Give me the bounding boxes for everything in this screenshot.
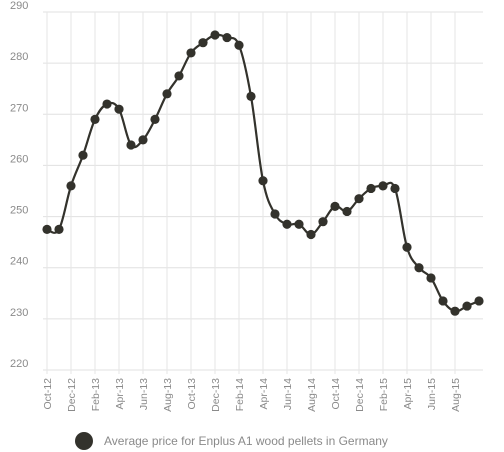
- data-point[interactable]: Apr-13: 271: [114, 104, 124, 114]
- data-point[interactable]: Jun-15: 238: [426, 273, 436, 283]
- y-tick-label: 290: [10, 0, 28, 12]
- data-point[interactable]: Jul-15: 233.5: [438, 296, 448, 306]
- x-axis-tick-labels: Oct-12 Dec-12 Feb-13 Apr-13 Jun-13 Aug-13 Oct-…: [42, 378, 462, 412]
- data-point[interactable]: Feb-15: 256: [378, 181, 388, 191]
- y-tick-label: 240: [10, 256, 28, 268]
- x-tick-label: Aug-13: [162, 378, 174, 412]
- data-point[interactable]: Jul-14: 248.5: [294, 219, 304, 229]
- y-tick-label: 260: [10, 153, 28, 165]
- data-point[interactable]: Oct-13: 282: [186, 48, 196, 58]
- x-tick-label: Oct-14: [330, 378, 342, 410]
- data-points: Oct-12: 247.5Nov-12: 247.5 Dec-12: 256 Jan…: [42, 30, 484, 316]
- legend-marker: [75, 432, 93, 450]
- y-tick-label: 230: [10, 307, 28, 319]
- data-point[interactable]: Nov-14: 251: [342, 206, 352, 217]
- data-point[interactable]: Nov-13: 284: [198, 38, 208, 48]
- x-tick-label: Dec-14: [354, 378, 366, 412]
- legend-series-label: Average price for Enplus A1 wood pellets…: [104, 434, 388, 448]
- y-tick-label: 270: [10, 102, 28, 114]
- y-tick-label: 250: [10, 205, 28, 217]
- data-point[interactable]: Sep-13: 277.5: [174, 71, 184, 81]
- data-point[interactable]: Oct-14: 252: [330, 201, 340, 211]
- x-tick-label: Feb-15: [378, 378, 390, 411]
- x-tick-label: Dec-12: [66, 378, 78, 412]
- data-point[interactable]: Feb-14: 283.5: [234, 40, 244, 50]
- data-point[interactable]: Dec-12: 256: [66, 181, 76, 191]
- data-point[interactable]: Feb-13: 269: [90, 114, 100, 124]
- data-point[interactable]: Jul-13: 269: [150, 114, 160, 124]
- x-tick-label: Apr-14: [258, 378, 270, 410]
- y-tick-label: 220: [10, 358, 28, 370]
- data-point[interactable]: Jun-13: 265: [138, 135, 148, 145]
- data-point[interactable]: Jan-13: 262: [78, 150, 88, 160]
- x-tick-label: Dec-13: [210, 378, 222, 412]
- legend[interactable]: Average price for Enplus A1 wood pellets…: [75, 432, 388, 450]
- x-tick-label: Jun-15: [426, 378, 438, 410]
- data-point[interactable]: Jan-15: 255.5: [366, 183, 376, 194]
- data-point[interactable]: Aug-14: 246.5: [306, 229, 316, 240]
- data-point[interactable]: Dec-13: 285.5: [210, 30, 220, 40]
- grid: [43, 11, 483, 374]
- data-point[interactable]: Mar-14: 273.5: [246, 91, 256, 101]
- y-tick-label: 280: [10, 51, 28, 63]
- data-point[interactable]: Sep-14: 249: [318, 217, 328, 227]
- x-tick-label: Aug-14: [306, 378, 318, 412]
- data-point[interactable]: Mar-13: 272: [102, 99, 112, 109]
- data-point[interactable]: Aug-15: 231.5: [450, 306, 460, 316]
- x-tick-label: Jun-14: [282, 378, 294, 410]
- data-point[interactable]: Jan-14: 285: [222, 32, 232, 43]
- x-tick-label: Feb-13: [90, 378, 102, 411]
- x-tick-label: Aug-15: [450, 378, 462, 412]
- data-point[interactable]: Jun-14: 248.5: [282, 219, 292, 229]
- data-point[interactable]: Sep-15: 232.5: [462, 301, 472, 311]
- data-point[interactable]: Oct-12: 247.5: [42, 224, 52, 234]
- x-tick-label: Apr-15: [402, 378, 414, 410]
- data-point[interactable]: Oct-15: 233.5: [474, 296, 484, 306]
- y-axis-tick-labels: 220 230 240 250 260 270 280 290: [10, 0, 28, 370]
- data-point[interactable]: Aug-13: 274: [162, 89, 172, 99]
- x-tick-label: Feb-14: [234, 378, 246, 411]
- data-point[interactable]: May-15: 240: [414, 263, 424, 273]
- data-point[interactable]: Dec-14: 253.5: [354, 194, 364, 204]
- data-point[interactable]: Apr-14: 257: [258, 176, 268, 186]
- x-tick-label: Apr-13: [114, 378, 126, 410]
- data-point[interactable]: Nov-12: 247.5: [54, 224, 64, 234]
- data-point[interactable]: Apr-15: 244: [402, 242, 412, 252]
- data-point[interactable]: May-13: 264: [126, 140, 136, 150]
- data-point[interactable]: Mar-15: 255.5: [390, 183, 400, 194]
- x-tick-label: Jun-13: [138, 378, 150, 410]
- x-tick-label: Oct-12: [42, 378, 54, 410]
- data-point[interactable]: May-14: 250.5: [270, 209, 280, 219]
- x-tick-label: Oct-13: [186, 378, 198, 410]
